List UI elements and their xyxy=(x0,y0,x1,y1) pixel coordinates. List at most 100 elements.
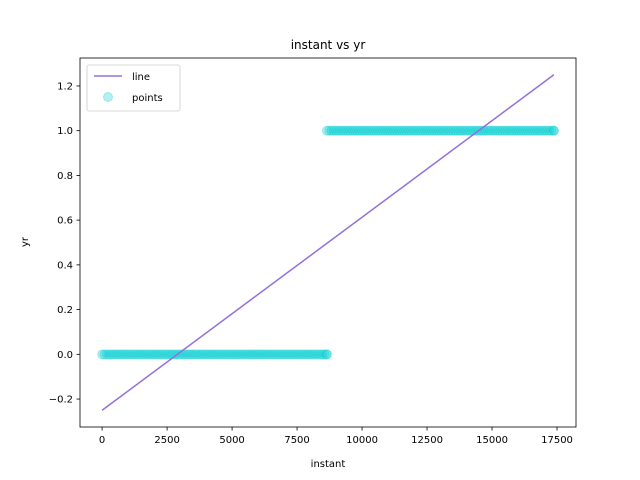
scatter-point xyxy=(310,349,321,360)
scatter-point xyxy=(256,349,267,360)
scatter-point xyxy=(164,349,175,360)
scatter-point xyxy=(401,125,412,136)
scatter-point xyxy=(263,349,274,360)
scatter-point xyxy=(534,125,545,136)
scatter-point xyxy=(354,125,365,136)
scatter-point xyxy=(349,125,360,136)
scatter-point xyxy=(120,349,131,360)
scatter-point xyxy=(548,125,559,136)
scatter-point xyxy=(101,349,112,360)
scatter-point xyxy=(363,125,374,136)
scatter-point xyxy=(270,349,281,360)
series-line xyxy=(101,74,555,411)
legend-entry-line: line xyxy=(132,72,150,83)
scatter-point xyxy=(279,349,290,360)
scatter-point xyxy=(427,125,438,136)
scatter-point xyxy=(396,125,407,136)
scatter-point xyxy=(300,349,311,360)
legend: line points xyxy=(86,64,181,112)
plot-frame xyxy=(79,57,577,428)
scatter-point xyxy=(459,125,470,136)
scatter-point xyxy=(162,349,173,360)
scatter-point xyxy=(509,125,520,136)
y-tick-label: 1.2 xyxy=(57,81,73,92)
x-axis-label: instant xyxy=(311,459,346,470)
scatter-point xyxy=(415,125,426,136)
scatter-point xyxy=(420,125,431,136)
scatter-point xyxy=(375,125,386,136)
fit-line xyxy=(101,74,555,411)
scatter-point xyxy=(317,349,328,360)
scatter-point xyxy=(413,125,424,136)
scatter-point xyxy=(394,125,405,136)
scatter-point xyxy=(204,349,215,360)
scatter-point xyxy=(298,349,309,360)
scatter-point xyxy=(506,125,517,136)
scatter-point xyxy=(188,349,199,360)
scatter-point xyxy=(148,349,159,360)
scatter-point xyxy=(455,125,466,136)
y-axis-label: yr xyxy=(20,236,31,247)
scatter-point xyxy=(378,125,389,136)
scatter-point xyxy=(274,349,285,360)
scatter-point xyxy=(532,125,543,136)
scatter-point xyxy=(169,349,180,360)
x-tick-label: 17500 xyxy=(541,435,573,446)
scatter-point xyxy=(321,349,332,360)
scatter-point xyxy=(136,349,147,360)
scatter-point xyxy=(155,349,166,360)
scatter-point xyxy=(321,349,332,360)
scatter-point xyxy=(403,125,414,136)
scatter-point xyxy=(513,125,524,136)
scatter-point xyxy=(235,349,246,360)
chart-title: instant vs yr xyxy=(291,38,366,52)
scatter-point xyxy=(480,125,491,136)
y-tick-label: −0.2 xyxy=(49,395,73,406)
scatter-point xyxy=(125,349,136,360)
scatter-point xyxy=(490,125,501,136)
scatter-point xyxy=(492,125,503,136)
scatter-point xyxy=(129,349,140,360)
scatter-point xyxy=(288,349,299,360)
scatter-point xyxy=(422,125,433,136)
scatter-point xyxy=(111,349,122,360)
scatter-point xyxy=(438,125,449,136)
scatter-point xyxy=(359,125,370,136)
scatter-point xyxy=(408,125,419,136)
scatter-point xyxy=(441,125,452,136)
scatter-point xyxy=(541,125,552,136)
y-tick-label: 0.0 xyxy=(57,350,73,361)
scatter-point xyxy=(246,349,257,360)
scatter-point xyxy=(335,125,346,136)
scatter-point xyxy=(324,125,335,136)
scatter-point xyxy=(115,349,126,360)
scatter-point xyxy=(143,349,154,360)
scatter-point xyxy=(530,125,541,136)
scatter-point xyxy=(499,125,510,136)
scatter-point xyxy=(347,125,358,136)
scatter-point xyxy=(537,125,548,136)
scatter-point xyxy=(183,349,194,360)
scatter-point xyxy=(546,125,557,136)
scatter-point xyxy=(464,125,475,136)
scatter-point xyxy=(487,125,498,136)
scatter-point xyxy=(139,349,150,360)
scatter-point xyxy=(338,125,349,136)
scatter-point xyxy=(443,125,454,136)
scatter-point xyxy=(361,125,372,136)
scatter-point xyxy=(319,349,330,360)
scatter-point xyxy=(281,349,292,360)
scatter-point xyxy=(434,125,445,136)
scatter-point xyxy=(392,125,403,136)
x-tick-label: 7500 xyxy=(284,435,309,446)
scatter-point xyxy=(211,349,222,360)
scatter-point xyxy=(326,125,337,136)
scatter-point xyxy=(106,349,117,360)
scatter-point xyxy=(127,349,138,360)
scatter-point xyxy=(253,349,264,360)
scatter-point xyxy=(382,125,393,136)
scatter-point xyxy=(373,125,384,136)
scatter-point xyxy=(314,349,325,360)
x-axis: 0 2500 5000 7500 10000 12500 15000 17500 xyxy=(99,427,573,446)
